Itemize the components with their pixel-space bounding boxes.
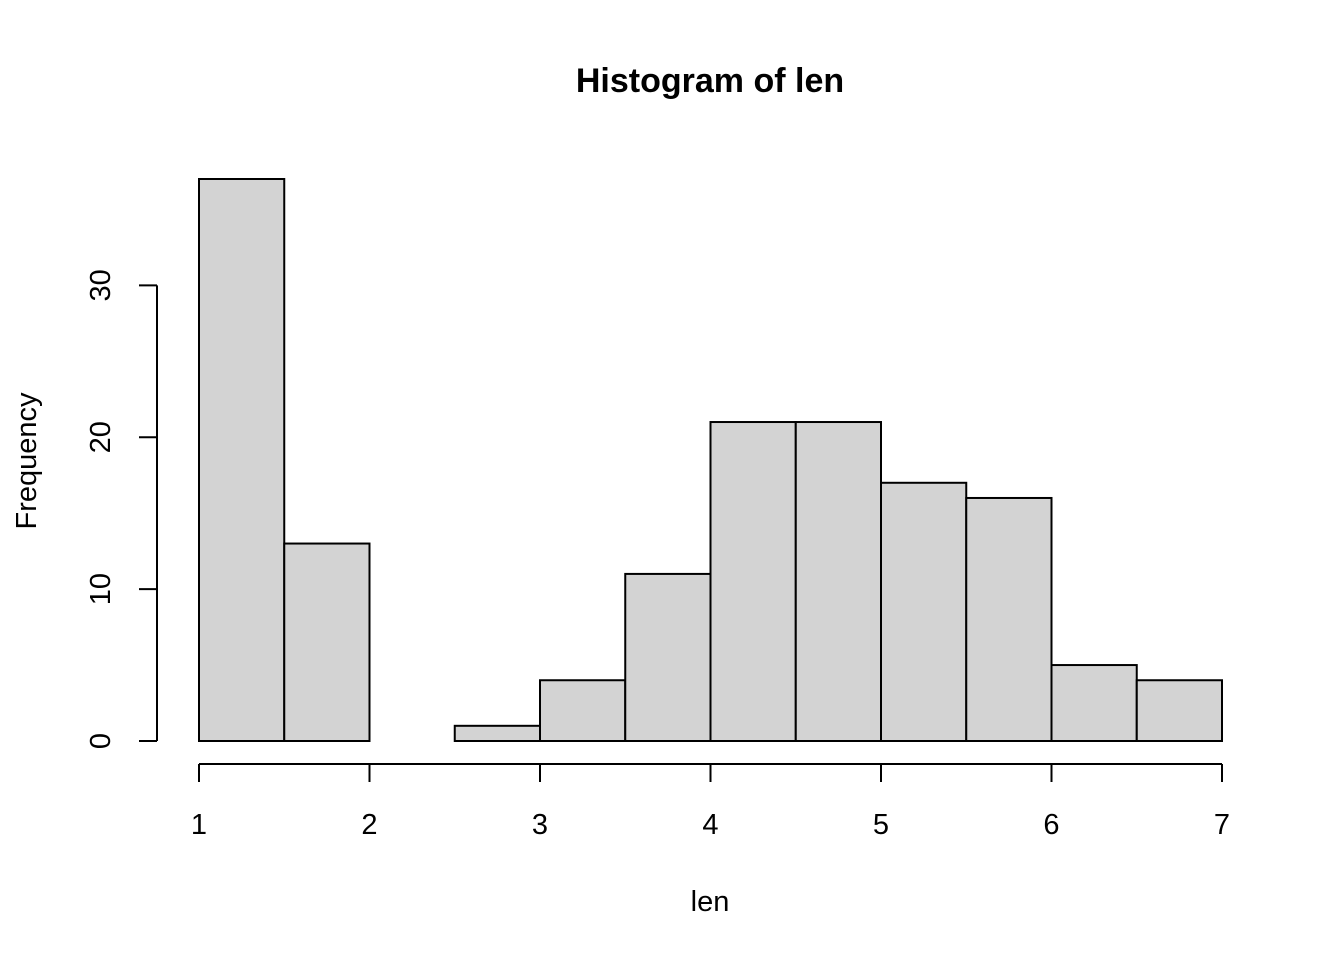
x-tick-label: 1: [191, 809, 207, 841]
x-tick-label: 2: [361, 809, 377, 841]
histogram-bar: [198, 178, 286, 742]
y-axis: 0 10 20 30: [85, 269, 158, 749]
y-tick-label: 30: [85, 269, 117, 301]
histogram-bar: [880, 481, 968, 742]
histogram-bar: [283, 542, 371, 742]
histogram-bar: [709, 421, 797, 742]
y-tick-label: 10: [85, 573, 117, 605]
x-axis: 1 2 3 4 5 6 7: [191, 763, 1230, 841]
histogram-bar: [794, 421, 882, 742]
histogram-bar: [1050, 664, 1138, 743]
x-tick-label: 5: [873, 809, 889, 841]
y-tick-label: 0: [85, 733, 117, 749]
x-axis-title: len: [691, 886, 730, 918]
bars-group: [198, 178, 1223, 743]
x-tick-label: 3: [532, 809, 548, 841]
y-axis-title: Frequency: [11, 392, 43, 530]
histogram-bar: [624, 572, 712, 743]
histogram-bar: [453, 724, 541, 742]
x-tick-label: 4: [702, 809, 718, 841]
chart-title: Histogram of len: [576, 62, 844, 100]
histogram-bar: [965, 496, 1053, 742]
histogram-bar: [1135, 679, 1223, 742]
x-tick-label: 6: [1043, 809, 1059, 841]
histogram-bar: [539, 679, 627, 742]
x-tick-label: 7: [1214, 809, 1230, 841]
y-tick-label: 20: [85, 421, 117, 453]
